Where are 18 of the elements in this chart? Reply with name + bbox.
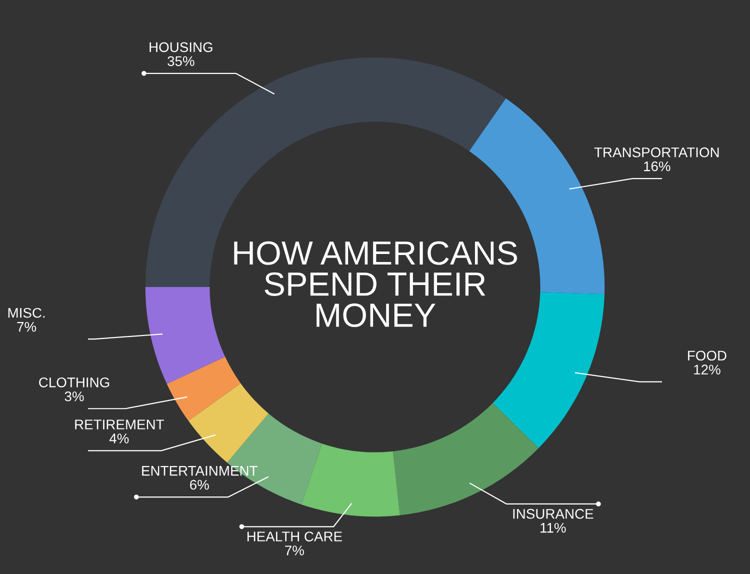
data-label: 7% — [285, 546, 304, 556]
slice-label: HOUSING — [150, 42, 212, 52]
data-label: 4% — [109, 434, 129, 444]
data-label: 12% — [694, 364, 720, 374]
text: HOW AMERICANS SPEND THEIR MONEY — [234, 241, 517, 328]
data-label: 11% — [540, 522, 566, 533]
data-label: 7% — [17, 322, 36, 332]
slice-label: HEALTH CARE — [247, 532, 342, 542]
slice-label: FOOD — [688, 350, 726, 361]
data-label: 35% — [168, 56, 194, 66]
data-label: 16% — [644, 161, 670, 172]
slice-label: RETIREMENT — [75, 420, 164, 430]
slice-label: INSURANCE — [513, 508, 594, 519]
slice-label: MISC. — [8, 308, 45, 318]
data-label: 6% — [190, 480, 209, 490]
slice-label: CLOTHING — [39, 377, 110, 388]
data-label: 3% — [64, 391, 84, 402]
slice-label: TRANSPORTATION — [594, 147, 719, 158]
